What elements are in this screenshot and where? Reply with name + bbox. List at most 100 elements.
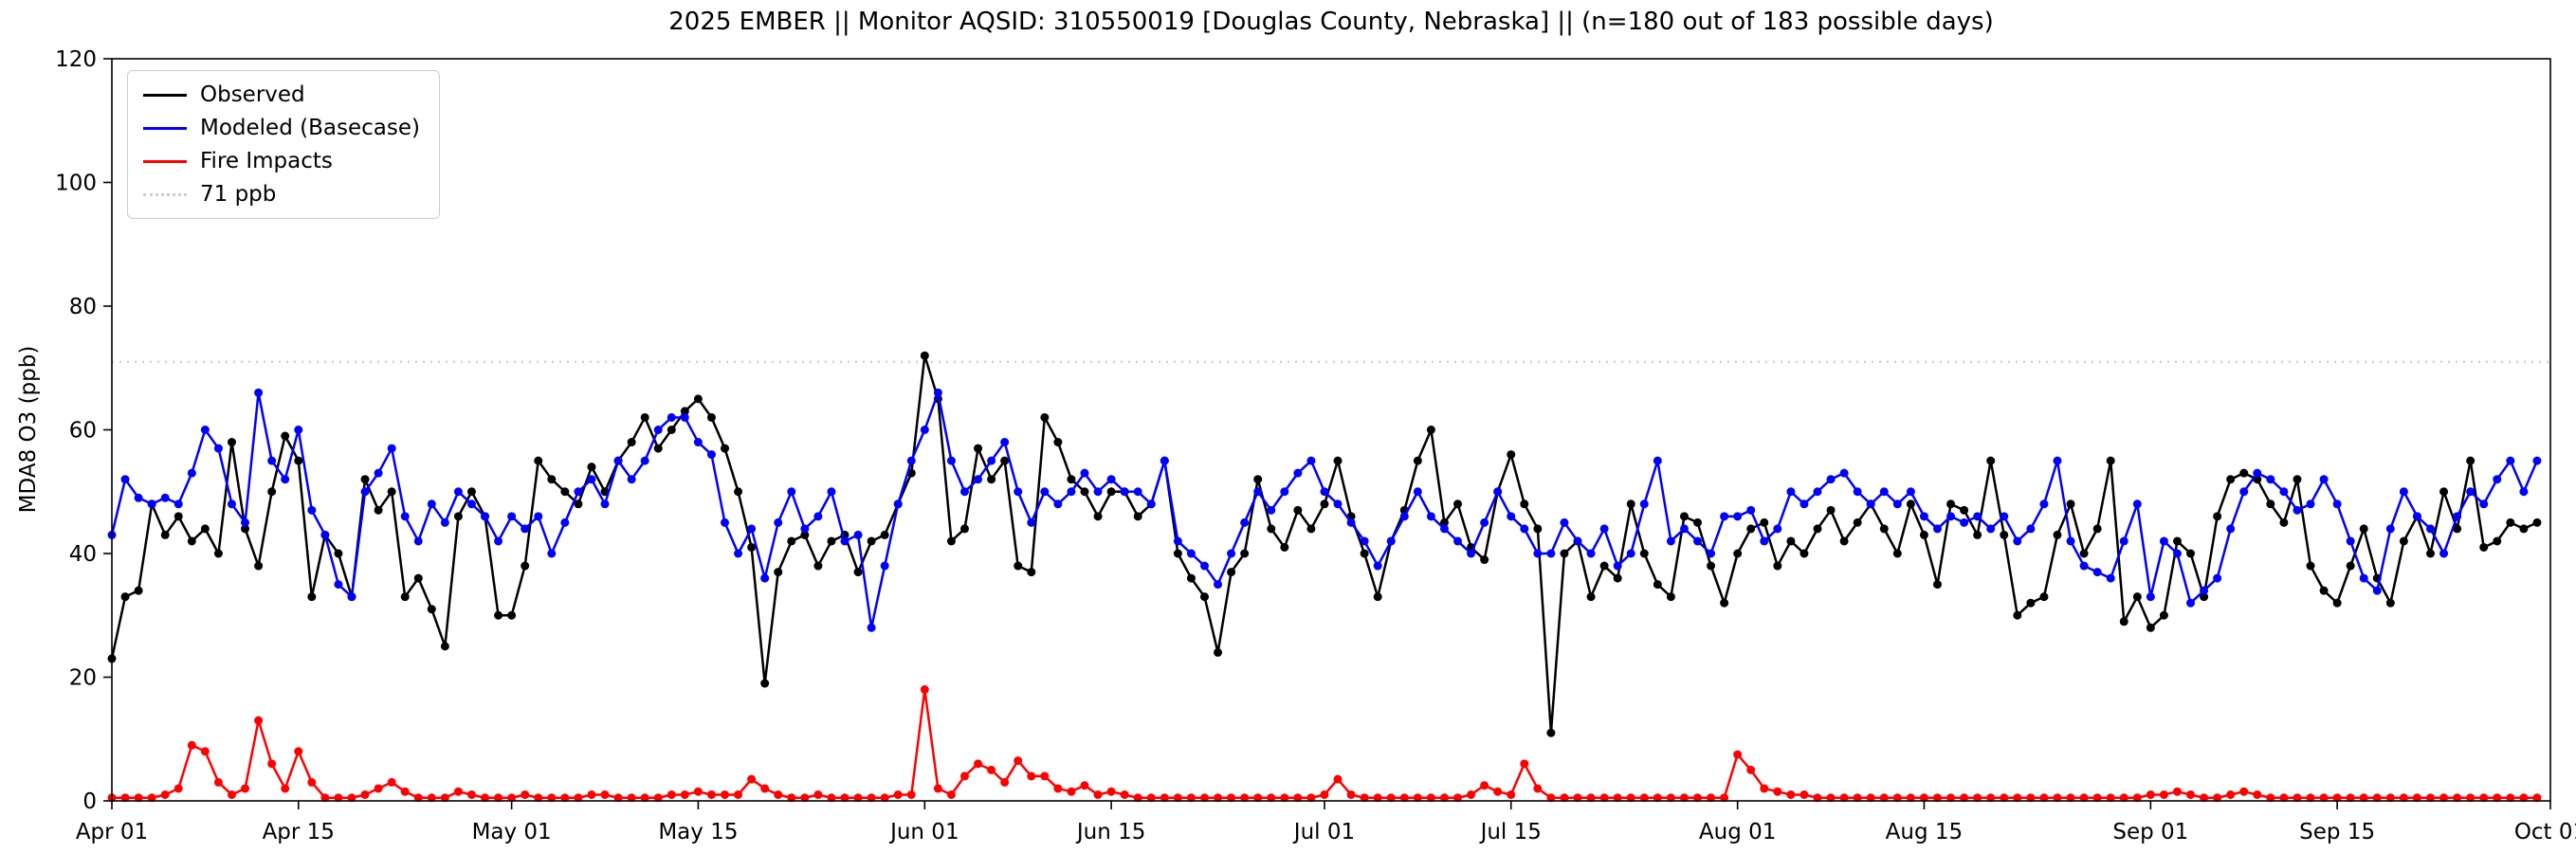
fire-impacts-marker <box>893 789 903 799</box>
observed-marker <box>800 530 810 539</box>
modeled-basecase-marker <box>747 524 757 534</box>
modeled-basecase-marker <box>1106 475 1116 484</box>
modeled-basecase-marker <box>893 499 903 509</box>
observed-marker <box>2039 592 2049 602</box>
fire-impacts-marker <box>1439 793 1449 803</box>
modeled-basecase-marker <box>1720 512 1729 521</box>
fire-impacts-marker <box>1093 789 1103 799</box>
observed-marker <box>1839 536 1849 546</box>
fire-impacts-marker <box>2346 793 2355 803</box>
fire-impacts-marker <box>1186 793 1196 803</box>
modeled-basecase-marker <box>1639 499 1649 509</box>
fire-impacts-marker <box>1120 789 1129 799</box>
legend-entry-fire: Fire Impacts <box>143 149 420 173</box>
observed-marker <box>1679 512 1689 521</box>
observed-marker <box>2439 487 2449 497</box>
fire-impacts-marker <box>1480 781 1489 790</box>
modeled-basecase-marker <box>920 426 929 434</box>
fire-impacts-marker <box>640 793 649 803</box>
observed-marker <box>1746 524 1756 534</box>
fire-impacts-marker <box>1626 793 1635 803</box>
y-tick-label: 20 <box>69 666 97 691</box>
fire-impacts-marker <box>2399 793 2408 803</box>
fire-impacts-marker <box>307 777 317 787</box>
fire-impacts-marker <box>1507 789 1516 799</box>
modeled-basecase-marker <box>1373 561 1382 571</box>
modeled-basecase-marker <box>1267 505 1276 515</box>
modeled-basecase-marker <box>1946 512 1956 521</box>
modeled-basecase-marker <box>1386 536 1396 546</box>
fire-impacts-marker <box>2026 793 2036 803</box>
observed-marker <box>2172 536 2182 546</box>
observed-marker <box>2332 598 2342 608</box>
observed-marker <box>1227 568 1236 577</box>
fire-impacts-marker <box>2239 787 2249 796</box>
observed-marker <box>1733 549 1743 558</box>
fire-impacts-marker <box>721 789 730 799</box>
modeled-basecase-marker <box>1839 468 1849 478</box>
observed-marker <box>2319 586 2329 595</box>
modeled-basecase-marker <box>946 456 956 465</box>
fire-impacts-marker <box>747 774 757 784</box>
modeled-basecase-marker <box>1426 512 1435 521</box>
observed-marker <box>1800 549 1809 558</box>
modeled-basecase-marker <box>2132 499 2142 509</box>
fire-impacts-marker <box>1267 793 1276 803</box>
observed-marker <box>1186 573 1196 583</box>
modeled-basecase-marker <box>1413 487 1422 497</box>
modeled-basecase-marker <box>1040 487 1050 497</box>
fire-impacts-marker <box>213 777 223 787</box>
fire-impacts-marker <box>1932 793 1942 803</box>
fire-impacts-marker <box>1560 793 1569 803</box>
modeled-basecase-marker <box>2066 536 2075 546</box>
modeled-basecase-marker <box>360 487 370 497</box>
modeled-basecase-marker <box>1693 536 1703 546</box>
modeled-basecase-marker <box>160 493 170 502</box>
modeled-basecase-marker <box>867 623 876 632</box>
x-tick-label: Jun 01 <box>888 820 959 844</box>
modeled-basecase-marker <box>2239 487 2249 497</box>
modeled-basecase-marker <box>1453 536 1463 546</box>
y-tick-label: 40 <box>69 542 97 567</box>
modeled-basecase-marker <box>1613 561 1622 571</box>
modeled-basecase-marker <box>1480 517 1489 527</box>
modeled-basecase-marker <box>1853 487 1862 497</box>
observed-marker <box>1507 450 1516 460</box>
plot-border <box>111 58 2551 802</box>
modeled-basecase-marker <box>1507 512 1516 521</box>
fire-impacts-marker <box>1720 793 1729 803</box>
observed-marker <box>281 431 290 441</box>
fire-impacts-marker <box>200 747 210 756</box>
fire-impacts-marker <box>134 793 143 803</box>
observed-marker <box>1560 549 1569 558</box>
fire-impacts-marker <box>706 789 716 799</box>
fire-impacts-marker <box>734 789 743 799</box>
modeled-basecase-marker <box>2092 568 2102 577</box>
modeled-basecase-marker <box>147 499 156 509</box>
observed-marker <box>2493 536 2502 546</box>
fire-impacts-marker <box>2213 793 2222 803</box>
observed-marker <box>2186 549 2196 558</box>
modeled-basecase-marker <box>2172 549 2182 558</box>
observed-marker <box>2200 592 2209 602</box>
fire-impacts-marker <box>1679 793 1689 803</box>
modeled-basecase-marker <box>760 573 770 583</box>
observed-marker <box>587 463 596 472</box>
fire-impacts-marker <box>1000 777 1010 787</box>
observed-marker <box>2119 617 2128 626</box>
modeled-basecase-marker <box>174 499 183 509</box>
fire-impacts-marker <box>2439 793 2449 803</box>
modeled-basecase-marker <box>1199 561 1209 571</box>
x-tick-label: Aug 15 <box>1886 820 1964 844</box>
observed-marker <box>693 394 703 404</box>
fire-impacts-marker <box>1040 771 1050 781</box>
fire-impacts-marker <box>1573 793 1582 803</box>
fire-impacts-marker <box>880 793 889 803</box>
fire-impacts-marker <box>680 789 689 799</box>
modeled-basecase-marker <box>2359 573 2368 583</box>
modeled-basecase-marker <box>2053 456 2062 465</box>
modeled-basecase-marker <box>1733 512 1743 521</box>
modeled-basecase-marker <box>613 456 623 465</box>
observed-marker <box>1986 456 1996 465</box>
fire-impacts-marker <box>1520 759 1529 769</box>
